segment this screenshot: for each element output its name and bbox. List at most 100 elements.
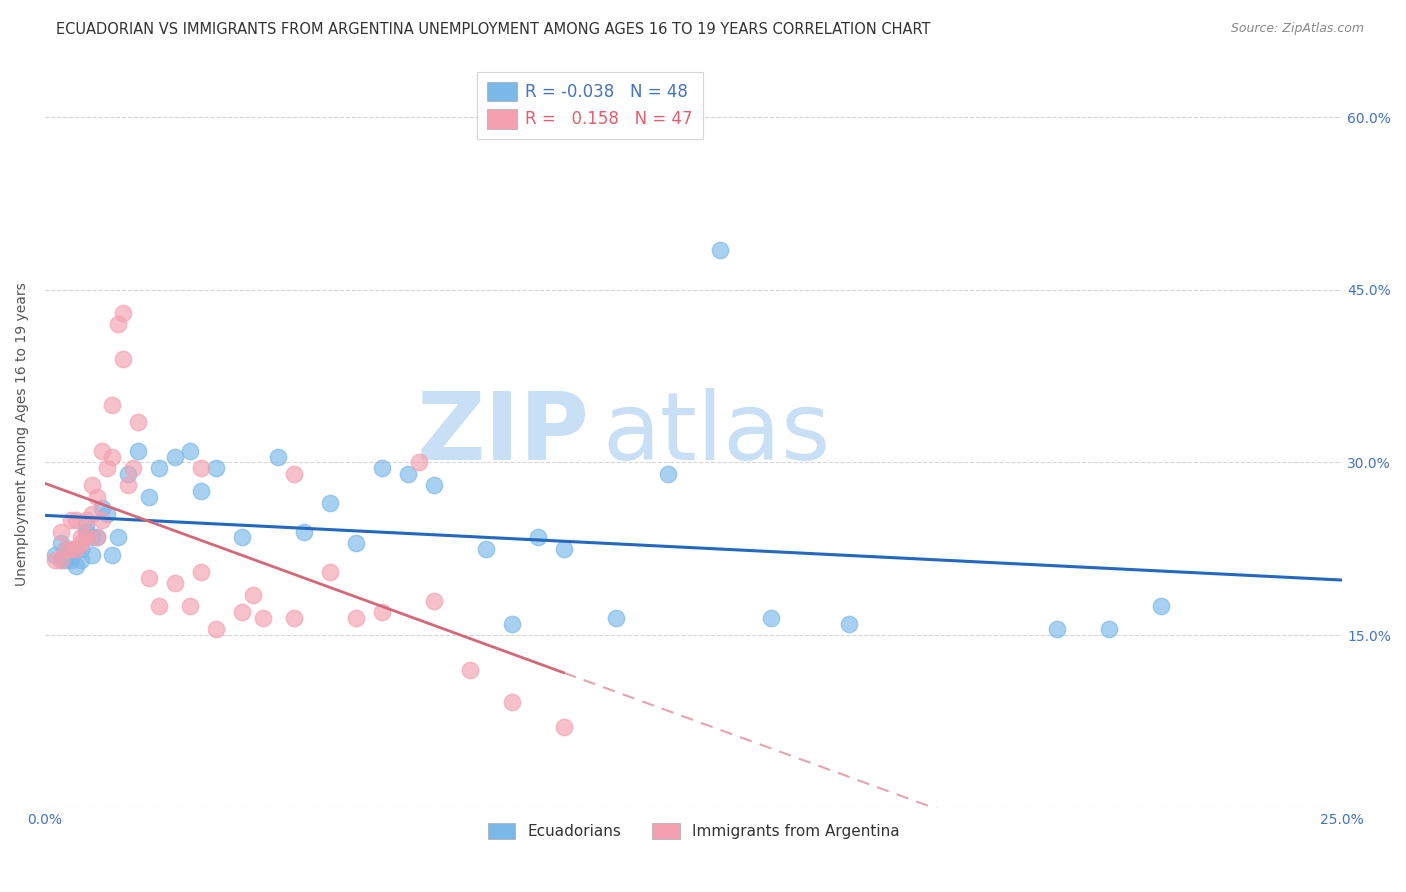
Point <box>55 541 77 556</box>
Point <box>396 467 419 481</box>
Point <box>252 611 274 625</box>
Point <box>190 461 212 475</box>
Point <box>80 530 103 544</box>
Point <box>65 559 87 574</box>
Point <box>371 605 394 619</box>
Point <box>117 478 139 492</box>
Point <box>80 548 103 562</box>
Point <box>111 351 134 366</box>
Point <box>267 450 290 464</box>
Point <box>190 484 212 499</box>
Point <box>231 605 253 619</box>
Text: Source: ZipAtlas.com: Source: ZipAtlas.com <box>1230 22 1364 36</box>
Point <box>59 548 82 562</box>
Point <box>55 553 77 567</box>
Point <box>96 461 118 475</box>
Point <box>501 695 523 709</box>
Text: ECUADORIAN VS IMMIGRANTS FROM ARGENTINA UNEMPLOYMENT AMONG AGES 16 TO 19 YEARS C: ECUADORIAN VS IMMIGRANTS FROM ARGENTINA … <box>56 22 931 37</box>
Point <box>91 501 114 516</box>
Y-axis label: Unemployment Among Ages 16 to 19 years: Unemployment Among Ages 16 to 19 years <box>15 282 30 585</box>
Point <box>179 444 201 458</box>
Point <box>242 588 264 602</box>
Point <box>44 548 66 562</box>
Point <box>1098 623 1121 637</box>
Point <box>49 553 72 567</box>
Point <box>127 444 149 458</box>
Point <box>423 593 446 607</box>
Point <box>96 508 118 522</box>
Point <box>344 536 367 550</box>
Point <box>838 616 860 631</box>
Point <box>138 490 160 504</box>
Point <box>148 461 170 475</box>
Point <box>70 541 93 556</box>
Point <box>76 530 98 544</box>
Point <box>179 599 201 614</box>
Point <box>319 565 342 579</box>
Point <box>122 461 145 475</box>
Point <box>59 513 82 527</box>
Point <box>44 553 66 567</box>
Point <box>76 513 98 527</box>
Point <box>86 530 108 544</box>
Point <box>65 541 87 556</box>
Point <box>408 455 430 469</box>
Point <box>117 467 139 481</box>
Point <box>76 518 98 533</box>
Point <box>1046 623 1069 637</box>
Point <box>70 536 93 550</box>
Text: atlas: atlas <box>603 388 831 480</box>
Point <box>423 478 446 492</box>
Point <box>49 536 72 550</box>
Point <box>163 450 186 464</box>
Point <box>55 541 77 556</box>
Point <box>101 548 124 562</box>
Point <box>190 565 212 579</box>
Point <box>709 243 731 257</box>
Point <box>127 415 149 429</box>
Point <box>49 524 72 539</box>
Point <box>527 530 550 544</box>
Point <box>475 541 498 556</box>
Point <box>111 306 134 320</box>
Point <box>283 467 305 481</box>
Point <box>91 513 114 527</box>
Point <box>205 623 228 637</box>
Point <box>91 444 114 458</box>
Point <box>76 524 98 539</box>
Point <box>1149 599 1171 614</box>
Point <box>371 461 394 475</box>
Point <box>205 461 228 475</box>
Point <box>148 599 170 614</box>
Point <box>70 530 93 544</box>
Point <box>86 490 108 504</box>
Point <box>80 478 103 492</box>
Point <box>460 663 482 677</box>
Point <box>107 318 129 332</box>
Point <box>553 541 575 556</box>
Point <box>70 553 93 567</box>
Legend: Ecuadorians, Immigrants from Argentina: Ecuadorians, Immigrants from Argentina <box>482 817 905 845</box>
Point <box>138 570 160 584</box>
Point <box>59 553 82 567</box>
Point <box>761 611 783 625</box>
Point <box>101 450 124 464</box>
Point <box>163 576 186 591</box>
Point <box>65 513 87 527</box>
Point <box>657 467 679 481</box>
Point <box>553 720 575 734</box>
Point <box>80 508 103 522</box>
Point <box>49 553 72 567</box>
Point <box>283 611 305 625</box>
Point <box>605 611 627 625</box>
Point <box>86 530 108 544</box>
Point <box>344 611 367 625</box>
Point <box>501 616 523 631</box>
Point <box>59 541 82 556</box>
Point <box>294 524 316 539</box>
Point <box>65 541 87 556</box>
Point <box>101 398 124 412</box>
Point <box>319 496 342 510</box>
Point <box>107 530 129 544</box>
Text: ZIP: ZIP <box>418 388 591 480</box>
